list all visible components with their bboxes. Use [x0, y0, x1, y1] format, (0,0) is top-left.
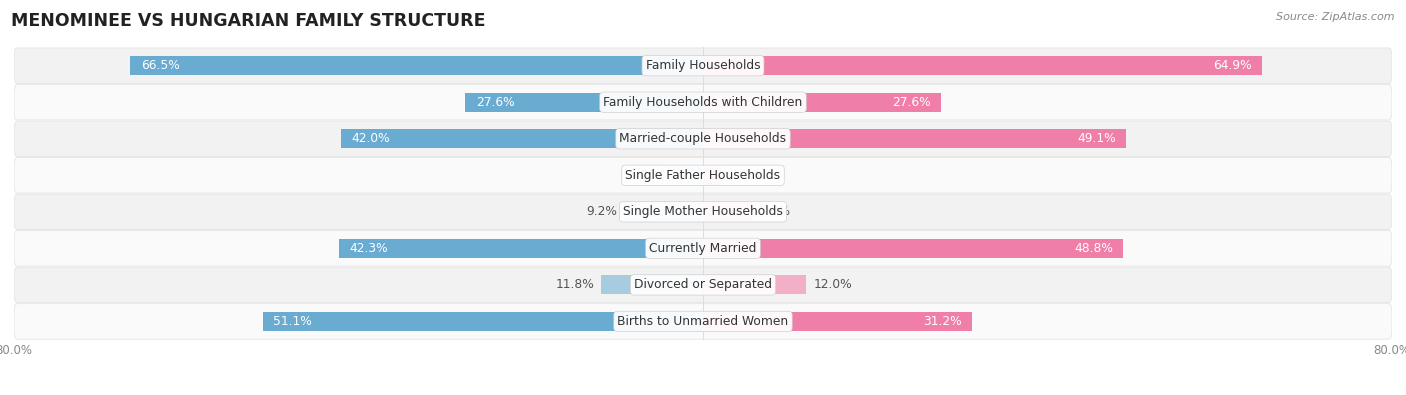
FancyBboxPatch shape — [14, 231, 1392, 266]
Bar — [703, 275, 807, 294]
Text: MENOMINEE VS HUNGARIAN FAMILY STRUCTURE: MENOMINEE VS HUNGARIAN FAMILY STRUCTURE — [11, 12, 485, 30]
Text: 27.6%: 27.6% — [475, 96, 515, 109]
Text: Source: ZipAtlas.com: Source: ZipAtlas.com — [1277, 12, 1395, 22]
Bar — [624, 202, 703, 221]
Legend: Menominee, Hungarian: Menominee, Hungarian — [591, 391, 815, 395]
Text: 64.9%: 64.9% — [1213, 59, 1251, 72]
FancyBboxPatch shape — [14, 121, 1392, 156]
Bar — [342, 129, 703, 148]
Bar — [703, 312, 972, 331]
FancyBboxPatch shape — [14, 304, 1392, 339]
Text: 4.2%: 4.2% — [628, 169, 659, 182]
Bar — [666, 166, 703, 185]
Text: 31.2%: 31.2% — [922, 315, 962, 328]
Bar — [465, 93, 703, 112]
Bar — [131, 56, 703, 75]
Bar — [703, 93, 941, 112]
Bar — [263, 312, 703, 331]
Text: Family Households with Children: Family Households with Children — [603, 96, 803, 109]
FancyBboxPatch shape — [14, 267, 1392, 303]
Text: Currently Married: Currently Married — [650, 242, 756, 255]
FancyBboxPatch shape — [14, 85, 1392, 120]
Text: 51.1%: 51.1% — [273, 315, 312, 328]
Bar — [703, 239, 1123, 258]
FancyBboxPatch shape — [14, 158, 1392, 193]
Text: 9.2%: 9.2% — [586, 205, 617, 218]
Bar — [339, 239, 703, 258]
Text: Single Mother Households: Single Mother Households — [623, 205, 783, 218]
FancyBboxPatch shape — [14, 48, 1392, 83]
Text: 27.6%: 27.6% — [891, 96, 931, 109]
FancyBboxPatch shape — [14, 194, 1392, 229]
Text: 42.0%: 42.0% — [352, 132, 391, 145]
Bar — [703, 56, 1263, 75]
Text: 11.8%: 11.8% — [555, 278, 595, 292]
Text: 5.7%: 5.7% — [759, 205, 790, 218]
Text: Births to Unmarried Women: Births to Unmarried Women — [617, 315, 789, 328]
Text: 49.1%: 49.1% — [1077, 132, 1115, 145]
Bar — [703, 166, 721, 185]
Bar — [602, 275, 703, 294]
Text: 42.3%: 42.3% — [349, 242, 388, 255]
Text: Single Father Households: Single Father Households — [626, 169, 780, 182]
Bar — [703, 129, 1126, 148]
Text: 12.0%: 12.0% — [813, 278, 852, 292]
Text: 48.8%: 48.8% — [1074, 242, 1114, 255]
Text: 2.2%: 2.2% — [728, 169, 759, 182]
Bar — [703, 202, 752, 221]
Text: Married-couple Households: Married-couple Households — [620, 132, 786, 145]
Text: Family Households: Family Households — [645, 59, 761, 72]
Text: Divorced or Separated: Divorced or Separated — [634, 278, 772, 292]
Text: 66.5%: 66.5% — [141, 59, 180, 72]
